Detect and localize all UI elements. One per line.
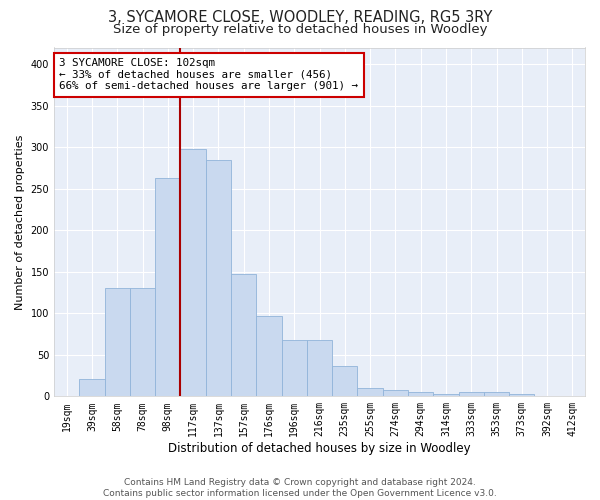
- Bar: [231, 274, 256, 396]
- Bar: [358, 388, 383, 396]
- Bar: [509, 394, 535, 396]
- Bar: [79, 379, 104, 396]
- Bar: [332, 366, 358, 396]
- Bar: [155, 178, 181, 396]
- Bar: [408, 392, 433, 396]
- Text: 3, SYCAMORE CLOSE, WOODLEY, READING, RG5 3RY: 3, SYCAMORE CLOSE, WOODLEY, READING, RG5…: [108, 10, 492, 25]
- Bar: [130, 288, 155, 397]
- Text: 3 SYCAMORE CLOSE: 102sqm
← 33% of detached houses are smaller (456)
66% of semi-: 3 SYCAMORE CLOSE: 102sqm ← 33% of detach…: [59, 58, 358, 91]
- Bar: [181, 149, 206, 396]
- Bar: [256, 316, 281, 396]
- X-axis label: Distribution of detached houses by size in Woodley: Distribution of detached houses by size …: [168, 442, 471, 455]
- Bar: [433, 394, 458, 396]
- Bar: [484, 392, 509, 396]
- Bar: [383, 390, 408, 396]
- Bar: [206, 160, 231, 396]
- Text: Size of property relative to detached houses in Woodley: Size of property relative to detached ho…: [113, 22, 487, 36]
- Bar: [281, 340, 307, 396]
- Bar: [307, 340, 332, 396]
- Bar: [458, 392, 484, 396]
- Bar: [104, 288, 130, 397]
- Y-axis label: Number of detached properties: Number of detached properties: [15, 134, 25, 310]
- Text: Contains HM Land Registry data © Crown copyright and database right 2024.
Contai: Contains HM Land Registry data © Crown c…: [103, 478, 497, 498]
